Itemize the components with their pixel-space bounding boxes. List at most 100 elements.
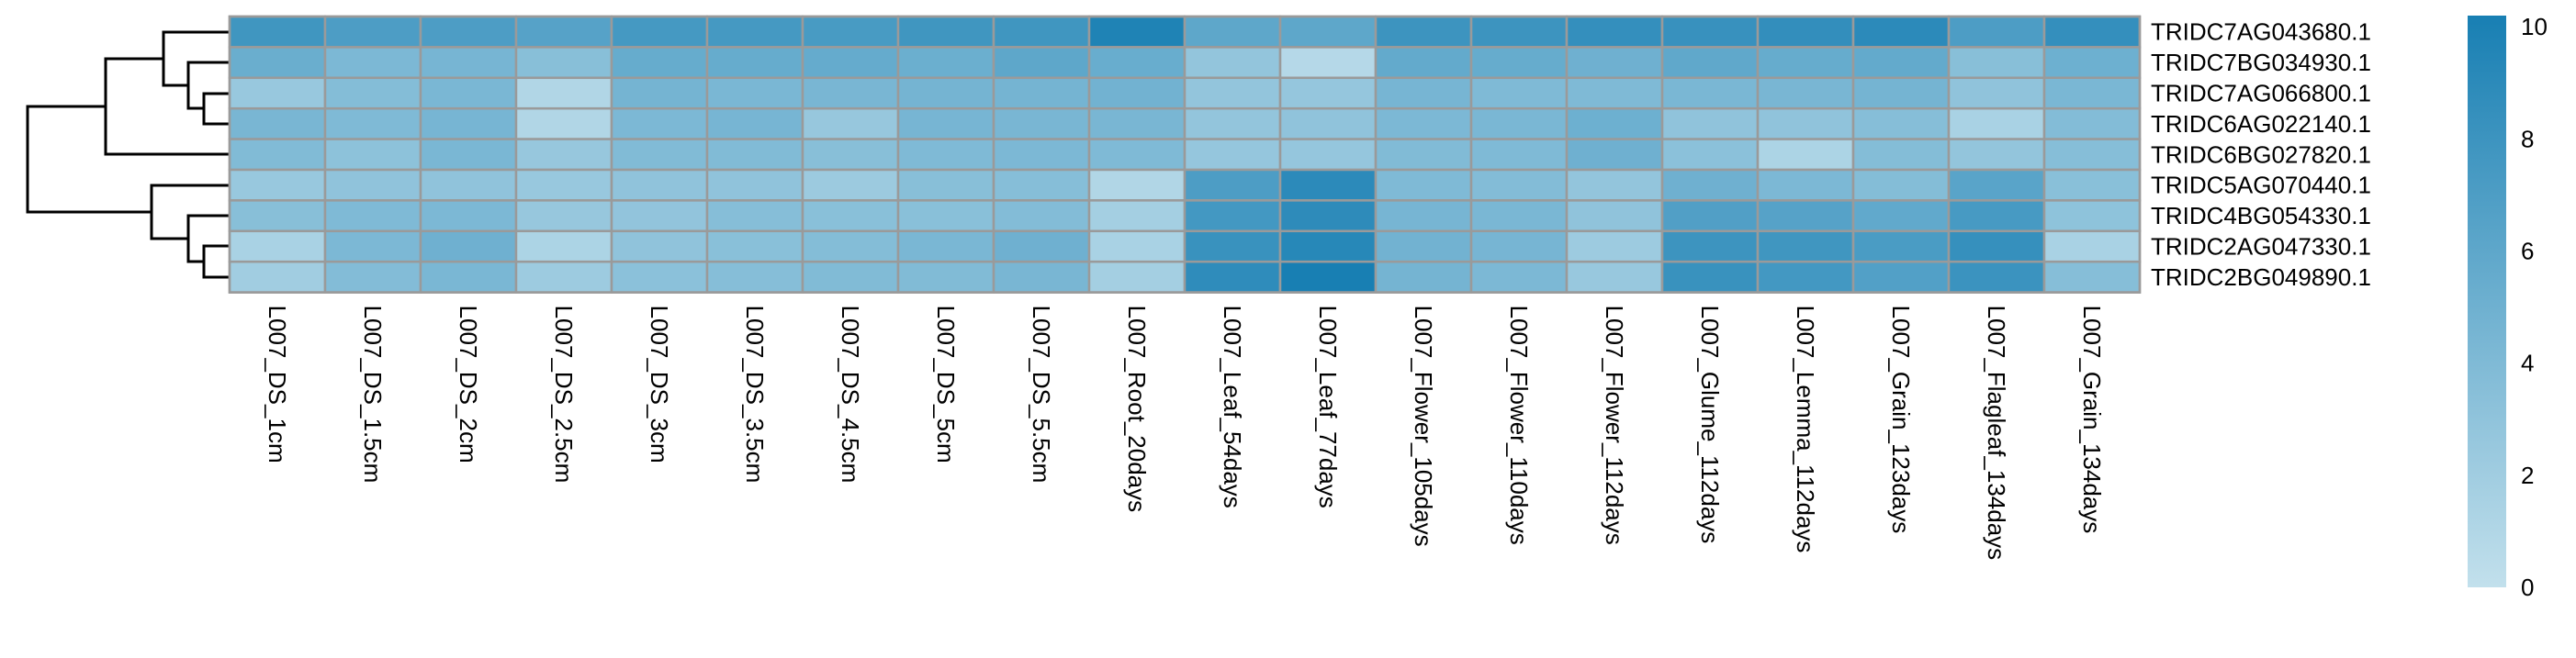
- heatmap-cell: [610, 106, 709, 140]
- heatmap-cell: [705, 138, 804, 172]
- column-label: L007_Leaf_54days: [1219, 306, 1246, 508]
- heatmap-cell: [2042, 168, 2142, 202]
- heatmap-cell: [1947, 260, 2046, 294]
- heatmap-cell: [1374, 168, 1473, 202]
- heatmap-cell: [1565, 229, 1664, 263]
- heatmap-cell: [1947, 106, 2046, 140]
- dendrogram-branch: [202, 244, 230, 279]
- heatmap-cell: [2042, 106, 2142, 140]
- heatmap-cell: [1851, 199, 1951, 233]
- heatmap-cell: [1278, 260, 1378, 294]
- heatmap-cell: [2042, 260, 2142, 294]
- row-dendrogram: [26, 30, 230, 279]
- heatmap-cell: [1851, 46, 1951, 80]
- heatmap-cell: [610, 76, 709, 110]
- heatmap-cell: [1087, 15, 1187, 49]
- heatmap-cell: [323, 168, 422, 202]
- heatmap-cell: [1374, 138, 1473, 172]
- row-label: TRIDC6BG027820.1: [2151, 140, 2371, 168]
- heatmap-cell: [801, 46, 900, 80]
- heatmap-cell: [992, 229, 1091, 263]
- heatmap-cell: [610, 199, 709, 233]
- dendrogram-branch: [104, 57, 230, 156]
- heatmap-cell: [1756, 168, 1855, 202]
- heatmap-cell: [705, 46, 804, 80]
- row-label: TRIDC2AG047330.1: [2151, 233, 2371, 261]
- heatmap-cell: [1947, 229, 2046, 263]
- heatmap-cell: [419, 168, 518, 202]
- heatmap-cell: [323, 199, 422, 233]
- heatmap-cell: [1565, 76, 1664, 110]
- heatmap-cell: [1469, 199, 1569, 233]
- heatmap-cell: [1087, 168, 1187, 202]
- heatmap-cell: [1851, 76, 1951, 110]
- heatmap-cell: [514, 106, 613, 140]
- heatmap-cell: [1565, 15, 1664, 49]
- heatmap-cell: [801, 229, 900, 263]
- dendrogram-branch: [26, 105, 152, 214]
- column-labels: L007_DS_1cm L007_DS_1.5cm L007_DS_2cm L007_…: [264, 306, 2106, 561]
- heatmap-cell: [323, 106, 422, 140]
- heatmap-cell: [1851, 229, 1951, 263]
- colorbar-tick-label: 0: [2521, 574, 2534, 601]
- heatmap-cell: [1756, 46, 1855, 80]
- heatmap-cell: [705, 260, 804, 294]
- heatmap-cell: [323, 46, 422, 80]
- column-label: L007_DS_3.5cm: [741, 306, 769, 484]
- heatmap-cell: [610, 260, 709, 294]
- heatmap-cell: [1278, 76, 1378, 110]
- heatmap-cell: [1183, 168, 1282, 202]
- heatmap-cell: [419, 15, 518, 49]
- heatmap-cell: [896, 15, 996, 49]
- heatmap-cell: [1660, 229, 1760, 263]
- heatmap-cell: [1565, 199, 1664, 233]
- heatmap-cell: [896, 199, 996, 233]
- heatmap-cell: [2042, 199, 2142, 233]
- heatmap-cell: [419, 229, 518, 263]
- heatmap-cell: [323, 138, 422, 172]
- heatmap-cell: [514, 15, 613, 49]
- heatmap-cell: [1660, 46, 1760, 80]
- heatmap-cell: [1756, 76, 1855, 110]
- row-label: TRIDC6AG022140.1: [2151, 110, 2371, 138]
- heatmap-cell: [705, 199, 804, 233]
- heatmap-cell: [705, 15, 804, 49]
- heatmap-cell: [514, 229, 613, 263]
- column-label: L007_Grain_134days: [2078, 306, 2106, 534]
- heatmap-cell: [1183, 260, 1282, 294]
- heatmap-cell: [419, 46, 518, 80]
- heatmap-cell: [896, 46, 996, 80]
- heatmap-cell: [801, 260, 900, 294]
- column-label: L007_DS_4.5cm: [837, 306, 864, 484]
- heatmap-cell: [228, 260, 327, 294]
- heatmap-cell: [1278, 229, 1378, 263]
- heatmap-cell: [419, 260, 518, 294]
- heatmap-cells: [228, 15, 2142, 294]
- heatmap-cell: [1469, 260, 1569, 294]
- heatmap-cell: [1565, 46, 1664, 80]
- heatmap-cell: [2042, 138, 2142, 172]
- heatmap-cell: [1947, 15, 2046, 49]
- heatmap-cell: [2042, 76, 2142, 110]
- column-label: L007_Flower_112days: [1601, 306, 1628, 545]
- heatmap-cell: [1756, 15, 1855, 49]
- row-label: TRIDC4BG054330.1: [2151, 202, 2371, 229]
- dendrogram-branch: [202, 92, 230, 126]
- heatmap-cell: [1851, 15, 1951, 49]
- heatmap-cell: [801, 168, 900, 202]
- heatmap-cell: [1183, 15, 1282, 49]
- column-label: L007_DS_2cm: [455, 306, 482, 463]
- heatmap-cell: [1660, 15, 1760, 49]
- heatmap-cell: [228, 106, 327, 140]
- heatmap-cell: [610, 46, 709, 80]
- row-labels: TRIDC7AG043680.1 TRIDC7BG034930.1 TRIDC7AG…: [2151, 18, 2371, 291]
- heatmap-cell: [1660, 199, 1760, 233]
- heatmap-cell: [1756, 106, 1855, 140]
- column-label: L007_Leaf_77days: [1314, 306, 1342, 508]
- heatmap-cell: [1278, 168, 1378, 202]
- heatmap-cell: [1565, 168, 1664, 202]
- heatmap-cell: [705, 229, 804, 263]
- heatmap-cell: [1087, 199, 1187, 233]
- heatmap-cell: [705, 76, 804, 110]
